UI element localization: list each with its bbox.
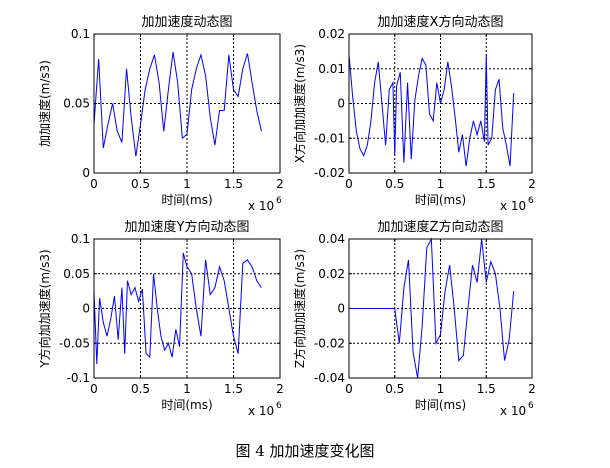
axes-frame bbox=[348, 238, 533, 379]
y-tick-label: 0.02 bbox=[318, 27, 345, 41]
x-tick-label: 0.5 bbox=[385, 177, 404, 191]
x-multiplier: x 10 bbox=[500, 404, 526, 418]
chart-4: 0 0.5 1 1.5 2 -0.04 -0.02 0 0.02 0.04 加加速度Z方向动态图时间… bbox=[292, 219, 536, 418]
y-tick-label: -0.1 bbox=[67, 371, 90, 385]
x-tick-label: 1.5 bbox=[477, 177, 496, 191]
x-tick-label: 1 bbox=[183, 382, 191, 396]
y-tick-label: -0.02 bbox=[314, 336, 345, 350]
y-tick-label: -0.01 bbox=[314, 131, 345, 145]
y-tick-label: -0.02 bbox=[314, 166, 345, 180]
y-tick-label: 0.04 bbox=[318, 232, 345, 246]
x-axis-label: 时间(ms) bbox=[415, 398, 466, 412]
axes-frame bbox=[348, 33, 533, 174]
y-axis-label: X方向加加速度(m/s3) bbox=[292, 44, 307, 163]
x-tick-label: 2 bbox=[276, 382, 284, 396]
y-axis-label: Z方向加加速度(m/s3) bbox=[292, 249, 307, 368]
x-tick-label: 1 bbox=[437, 177, 445, 191]
x-multiplier-exponent: 6 bbox=[528, 196, 534, 206]
x-multiplier-exponent: 6 bbox=[528, 401, 534, 411]
x-tick-label: 1.5 bbox=[477, 382, 496, 396]
series-line bbox=[348, 54, 515, 167]
chart-title: 加加速度Z方向动态图 bbox=[378, 219, 504, 235]
chart-2: 0 0.5 1 1.5 2 -0.02 -0.01 0 0.01 0.02 加加速度X方向动态图时间… bbox=[292, 14, 536, 213]
x-tick-label: 1 bbox=[437, 382, 445, 396]
x-multiplier-exponent: 6 bbox=[276, 196, 282, 206]
chart-title: 加加速度X方向动态图 bbox=[378, 14, 504, 30]
axes-frame bbox=[93, 33, 281, 174]
x-axis-label: 时间(ms) bbox=[161, 398, 212, 412]
x-multiplier: x 10 bbox=[248, 404, 274, 418]
x-tick-label: 2 bbox=[528, 382, 536, 396]
y-tick-label: 0.05 bbox=[63, 267, 90, 281]
chart-3: 0 0.5 1 1.5 2 -0.1 -0.05 0 0.05 0.1 加加速度Y方向动态图时间(m… bbox=[37, 219, 284, 418]
y-tick-label: 0.1 bbox=[71, 232, 90, 246]
y-tick-label: 0 bbox=[82, 302, 90, 316]
y-tick-label: 0 bbox=[337, 97, 345, 111]
chart-title: 加加速度动态图 bbox=[141, 14, 232, 30]
chart-title: 加加速度Y方向动态图 bbox=[125, 219, 250, 235]
y-tick-label: 0.1 bbox=[71, 27, 90, 41]
x-tick-label: 0.5 bbox=[385, 382, 404, 396]
x-tick-label: 0 bbox=[345, 177, 353, 191]
x-tick-label: 1.5 bbox=[224, 382, 243, 396]
x-tick-label: 0 bbox=[90, 382, 98, 396]
x-tick-label: 1 bbox=[183, 177, 191, 191]
x-tick-label: 2 bbox=[276, 177, 284, 191]
y-axis-label: 加加速度(m/s3) bbox=[37, 60, 52, 147]
series-line bbox=[349, 237, 515, 379]
y-tick-label: -0.05 bbox=[59, 336, 90, 350]
x-multiplier: x 10 bbox=[248, 199, 274, 213]
x-tick-label: 0 bbox=[90, 177, 98, 191]
x-axis-label: 时间(ms) bbox=[161, 193, 212, 207]
y-tick-label: 0.05 bbox=[63, 97, 90, 111]
figure-caption: 图 4 加加速度变化图 bbox=[235, 442, 375, 460]
y-tick-label: 0.02 bbox=[318, 267, 345, 281]
x-tick-label: 0.5 bbox=[131, 382, 150, 396]
y-axis-label: Y方向加加速度(m/s3) bbox=[37, 249, 52, 368]
y-tick-label: 0 bbox=[82, 166, 90, 180]
series-line bbox=[93, 51, 262, 157]
axes-frame bbox=[93, 238, 281, 379]
x-tick-label: 0.5 bbox=[131, 177, 150, 191]
x-tick-label: 1.5 bbox=[224, 177, 243, 191]
x-multiplier: x 10 bbox=[500, 199, 526, 213]
y-tick-label: 0.01 bbox=[318, 62, 345, 76]
series-line bbox=[93, 252, 262, 365]
y-tick-label: 0 bbox=[337, 302, 345, 316]
x-tick-label: 0 bbox=[345, 382, 353, 396]
y-tick-label: -0.04 bbox=[314, 371, 345, 385]
x-axis-label: 时间(ms) bbox=[415, 193, 466, 207]
x-multiplier-exponent: 6 bbox=[276, 401, 282, 411]
x-tick-label: 2 bbox=[528, 177, 536, 191]
